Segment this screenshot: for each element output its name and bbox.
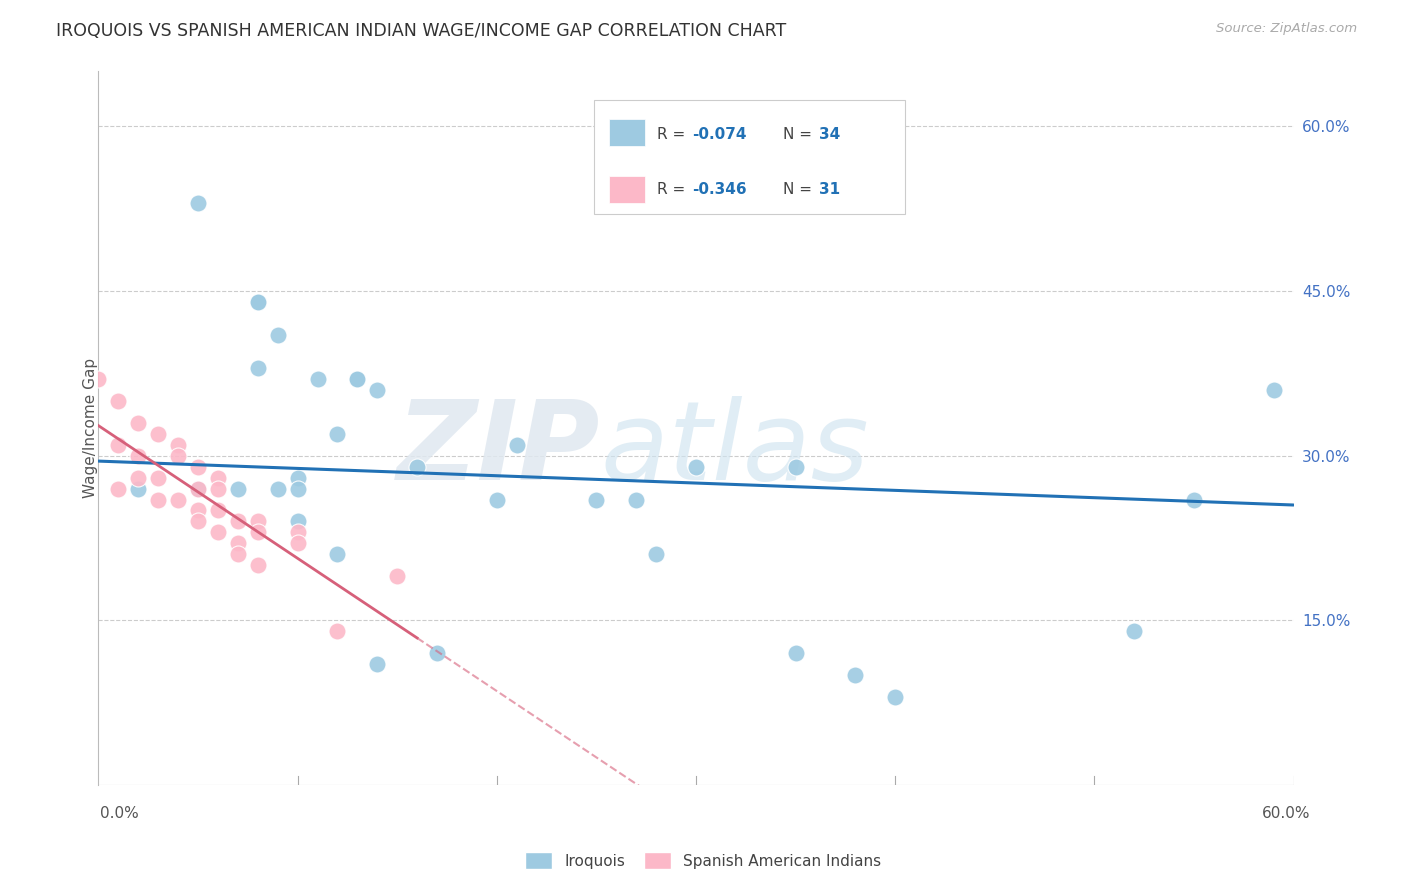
Point [506, 437, 529, 451]
Point [267, 482, 290, 496]
Point [246, 558, 269, 573]
Point [107, 393, 129, 408]
Point [326, 548, 349, 562]
Text: N =: N = [783, 127, 817, 142]
Point [246, 525, 269, 540]
Point [107, 482, 129, 496]
Point [246, 294, 269, 309]
Point [426, 646, 449, 660]
Point [267, 327, 290, 342]
Point [366, 383, 388, 397]
Point [385, 569, 409, 583]
Point [346, 372, 368, 386]
Point [187, 459, 209, 474]
Point [626, 492, 648, 507]
Y-axis label: Wage/Income Gap: Wage/Income Gap [83, 358, 97, 499]
Text: 60.0%: 60.0% [1263, 806, 1310, 821]
Point [127, 470, 149, 484]
Point [187, 515, 209, 529]
Point [485, 492, 508, 507]
Point [1263, 383, 1285, 397]
Text: Source: ZipAtlas.com: Source: ZipAtlas.com [1216, 22, 1357, 36]
Point [107, 437, 129, 451]
Text: -0.074: -0.074 [692, 127, 747, 142]
Point [226, 536, 249, 550]
Point [207, 470, 229, 484]
Point [148, 426, 170, 441]
Text: R =: R = [657, 127, 690, 142]
Point [167, 492, 190, 507]
Point [287, 536, 309, 550]
Point [685, 459, 707, 474]
Point [1182, 492, 1205, 507]
Point [287, 525, 309, 540]
Point [307, 372, 329, 386]
Text: -0.346: -0.346 [692, 182, 747, 197]
Text: IROQUOIS VS SPANISH AMERICAN INDIAN WAGE/INCOME GAP CORRELATION CHART: IROQUOIS VS SPANISH AMERICAN INDIAN WAGE… [56, 22, 786, 40]
Text: N =: N = [783, 182, 817, 197]
Point [87, 372, 110, 386]
Point [884, 690, 907, 705]
Point [287, 482, 309, 496]
Point [406, 459, 429, 474]
Point [287, 470, 309, 484]
Point [844, 668, 866, 682]
Point [127, 416, 149, 430]
Point [785, 646, 807, 660]
Point [346, 372, 368, 386]
Point [127, 482, 149, 496]
Point [287, 515, 309, 529]
Point [187, 482, 209, 496]
Text: 0.0%: 0.0% [100, 806, 139, 821]
Text: ZIP: ZIP [396, 396, 600, 503]
Point [226, 482, 249, 496]
Point [207, 482, 229, 496]
Point [326, 426, 349, 441]
Point [148, 492, 170, 507]
Point [366, 657, 388, 672]
FancyBboxPatch shape [595, 100, 905, 214]
Text: R =: R = [657, 182, 690, 197]
Point [1123, 624, 1146, 639]
Point [148, 470, 170, 484]
Text: 34: 34 [820, 127, 841, 142]
Point [167, 437, 190, 451]
Point [785, 459, 807, 474]
Bar [609, 177, 644, 203]
Point [246, 294, 269, 309]
Point [187, 503, 209, 517]
Point [645, 548, 668, 562]
Legend: Iroquois, Spanish American Indians: Iroquois, Spanish American Indians [519, 846, 887, 875]
Text: 31: 31 [820, 182, 841, 197]
Point [585, 492, 607, 507]
Point [127, 449, 149, 463]
Point [326, 624, 349, 639]
Text: atlas: atlas [600, 396, 869, 503]
Point [226, 515, 249, 529]
Point [207, 503, 229, 517]
Point [246, 515, 269, 529]
Bar [609, 120, 644, 146]
Point [207, 525, 229, 540]
Point [187, 196, 209, 211]
Point [226, 548, 249, 562]
Point [246, 360, 269, 375]
Point [167, 449, 190, 463]
Point [187, 482, 209, 496]
